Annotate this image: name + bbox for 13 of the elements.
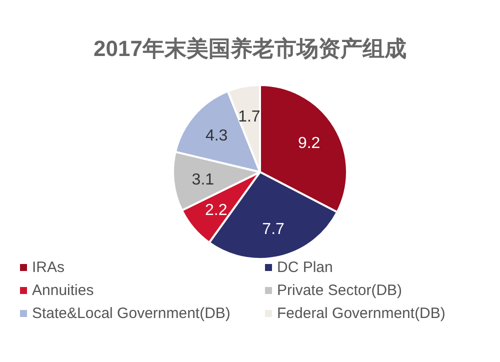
legend-label: DC Plan <box>277 259 333 276</box>
legend-label: IRAs <box>32 259 65 276</box>
legend-label: Annuities <box>32 282 94 299</box>
legend-label: State&Local Government(DB) <box>32 305 230 322</box>
data-label: 1.7 <box>238 108 260 126</box>
data-label: 2.2 <box>205 202 228 220</box>
chart-title: 2017年末美国养老市场资产组成 <box>94 36 406 61</box>
legend-label: Private Sector(DB) <box>277 282 402 299</box>
data-label: 7.7 <box>262 220 285 238</box>
legend-label: Federal Government(DB) <box>277 305 446 322</box>
data-label: 3.1 <box>192 171 214 188</box>
data-label: 9.2 <box>298 135 320 152</box>
data-label: 4.3 <box>205 127 228 144</box>
